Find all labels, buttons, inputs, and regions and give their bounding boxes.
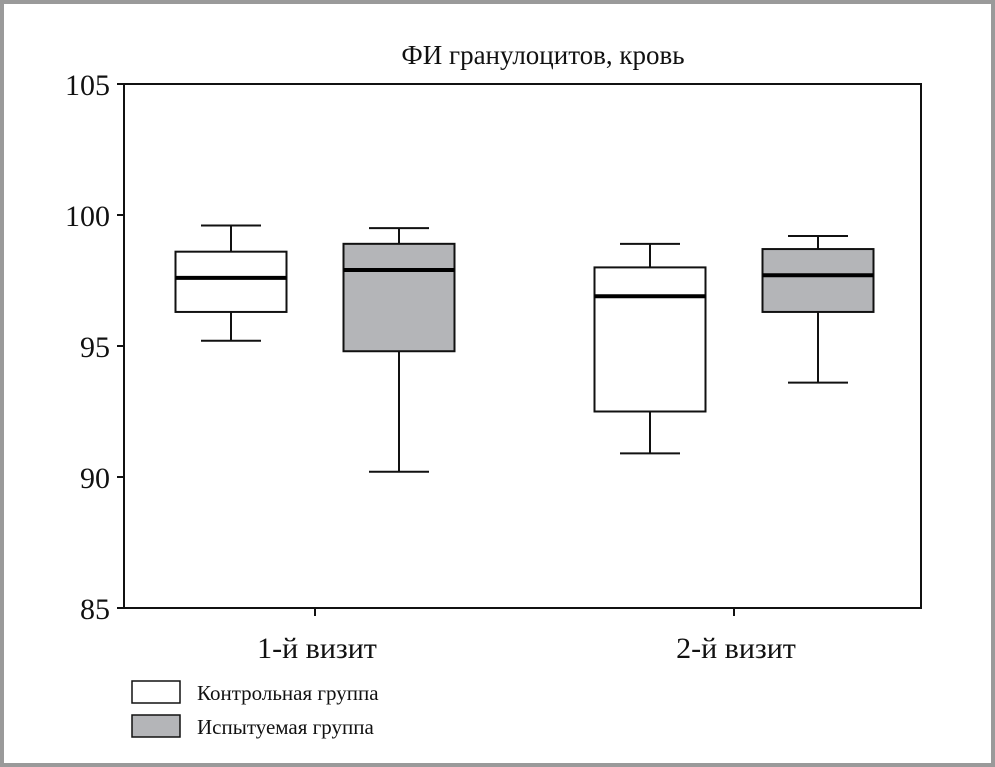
legend-label: Испытуемая группа xyxy=(197,715,374,739)
boxes-layer xyxy=(174,224,875,473)
box-iqr xyxy=(342,242,456,353)
y-tick-label: 105 xyxy=(65,69,110,102)
legend: Контрольная группа Испытуемая группа xyxy=(131,680,379,739)
x-tick-label: 2-й визит xyxy=(676,632,796,665)
plot-area xyxy=(123,83,922,609)
box-iqr xyxy=(761,248,875,313)
box-iqr xyxy=(593,266,707,413)
x-axis: 1-й визит 2-й визит xyxy=(257,608,796,665)
legend-swatch xyxy=(131,714,181,738)
y-tick-label: 100 xyxy=(65,200,110,233)
box-iqr xyxy=(174,250,288,313)
y-tick-label: 95 xyxy=(80,331,110,364)
y-tick-label: 90 xyxy=(80,462,110,495)
y-tick-label: 85 xyxy=(80,593,110,626)
x-tick-label: 1-й визит xyxy=(257,632,377,665)
legend-swatch xyxy=(131,680,181,704)
legend-label: Контрольная группа xyxy=(197,681,379,705)
y-axis: 85 90 95 100 105 xyxy=(65,69,124,626)
chart-title: ФИ гранулоцитов, кровь xyxy=(401,40,684,70)
